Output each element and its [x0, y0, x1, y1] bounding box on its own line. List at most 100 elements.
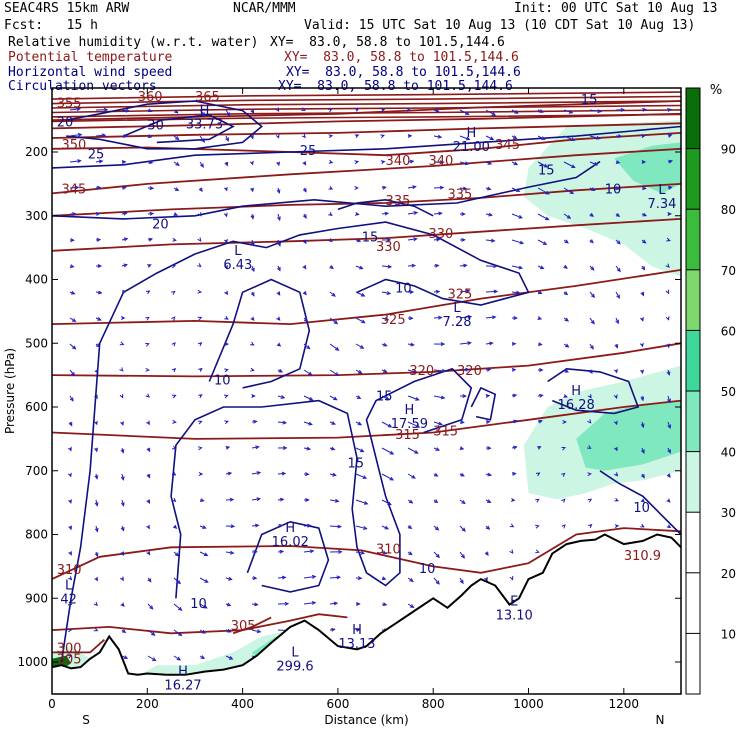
vector-arrow — [95, 159, 104, 164]
extremum-value-5: 16.28 — [558, 398, 595, 413]
vector-arrow — [433, 108, 440, 113]
vector-arrow — [69, 238, 75, 243]
vector-arrow — [250, 134, 254, 140]
x-tick-label-1: 200 — [136, 697, 159, 711]
vector-arrow — [173, 551, 180, 557]
vector-arrow — [121, 655, 129, 659]
vector-arrow — [95, 290, 103, 295]
vector-arrow — [589, 291, 596, 299]
vector-arrow — [407, 551, 413, 556]
vector-arrow — [146, 447, 151, 453]
theta-contour-4 — [51, 147, 682, 195]
vector-arrow — [485, 420, 491, 424]
vector-arrow — [589, 265, 595, 271]
x-tick-label-3: 600 — [326, 697, 349, 711]
theta-contour-8 — [51, 342, 682, 378]
vector-arrow — [329, 317, 339, 325]
vector-arrow — [172, 445, 177, 450]
vector-arrow — [171, 497, 177, 503]
wind-contour-10 — [470, 386, 497, 421]
vector-arrow — [433, 499, 439, 504]
vector-arrow — [328, 134, 334, 139]
vector-arrow — [302, 187, 307, 193]
wind-contour-6 — [170, 367, 473, 599]
vector-arrow — [251, 629, 262, 634]
theta-label-21: 360 — [138, 90, 163, 105]
vector-arrow — [563, 343, 570, 348]
x-tick-label-2: 400 — [231, 697, 254, 711]
vector-arrow — [511, 471, 517, 476]
vector-arrow — [67, 576, 73, 581]
vector-arrow — [250, 187, 254, 193]
vector-arrow — [354, 107, 360, 112]
vector-arrow — [665, 316, 670, 321]
vector-arrow — [459, 341, 472, 346]
wind-label-3: 25 — [300, 144, 317, 159]
theta-label-15: 310 — [376, 543, 401, 558]
extremum-value-9: 13.10 — [496, 608, 533, 623]
vector-arrow — [355, 317, 366, 324]
vector-arrow — [121, 263, 128, 268]
vector-arrow — [120, 499, 125, 507]
vector-arrow — [96, 264, 103, 268]
field-vector-label: Circulation vectors — [8, 79, 157, 94]
vector-arrow — [561, 524, 566, 529]
vector-arrow — [407, 473, 416, 479]
vector-arrow — [407, 447, 419, 454]
extremum-kind-2: L — [658, 183, 666, 198]
vector-arrow — [537, 161, 549, 168]
vector-arrow — [198, 367, 203, 372]
vector-arrow — [199, 109, 206, 117]
vector-arrow — [277, 368, 284, 373]
vector-arrow — [94, 394, 98, 400]
y-tick-label-4: 600 — [25, 400, 48, 414]
vector-arrow — [68, 421, 73, 427]
vector-arrow — [197, 316, 203, 321]
vector-arrow — [666, 524, 672, 529]
vector-arrow — [327, 108, 333, 113]
vector-arrow — [433, 263, 440, 268]
vector-arrow — [665, 289, 670, 295]
vector-arrow — [250, 109, 255, 114]
vector-arrow — [173, 603, 183, 611]
vector-arrow — [407, 316, 414, 321]
vector-arrow — [615, 317, 619, 325]
vector-arrow — [147, 108, 153, 113]
vector-arrow — [173, 161, 180, 166]
vector-arrow — [250, 265, 255, 273]
vector-arrow — [485, 161, 493, 165]
vector-arrow — [303, 369, 313, 376]
vector-arrow — [641, 107, 647, 112]
vector-arrow — [329, 421, 336, 425]
extremum-kind-10: H — [352, 623, 362, 638]
vector-arrow — [511, 393, 518, 398]
vector-arrow — [69, 290, 76, 295]
vector-arrow — [407, 525, 413, 529]
vector-arrow — [640, 447, 645, 454]
x-tick-label-6: 1200 — [609, 697, 640, 711]
vector-arrow — [509, 523, 515, 528]
theta-label-14: 310 — [57, 563, 82, 578]
wind-contour-8 — [547, 367, 640, 415]
vector-arrow — [381, 473, 394, 481]
vector-arrow — [355, 499, 369, 505]
colorbar-band-5 — [686, 209, 700, 270]
y-axis-label: Pressure (hPa) — [3, 348, 17, 434]
vector-arrow — [433, 185, 445, 190]
vector-arrow — [145, 316, 150, 321]
vector-arrow — [355, 265, 364, 270]
theta-contour-13 — [232, 616, 272, 635]
vector-arrow — [459, 161, 470, 166]
vector-arrow — [537, 316, 543, 320]
vector-arrow — [145, 393, 151, 398]
terrain-outline — [51, 533, 682, 676]
extremum-kind-3: L — [234, 244, 242, 259]
vector-arrow — [147, 264, 152, 268]
vector-arrow — [172, 237, 177, 242]
vector-arrow — [667, 447, 671, 454]
vector-arrow — [511, 342, 517, 346]
vector-arrow — [199, 603, 208, 609]
extremum-kind-12: H — [178, 665, 188, 680]
vector-arrow — [381, 237, 392, 242]
vector-arrow — [613, 394, 618, 400]
